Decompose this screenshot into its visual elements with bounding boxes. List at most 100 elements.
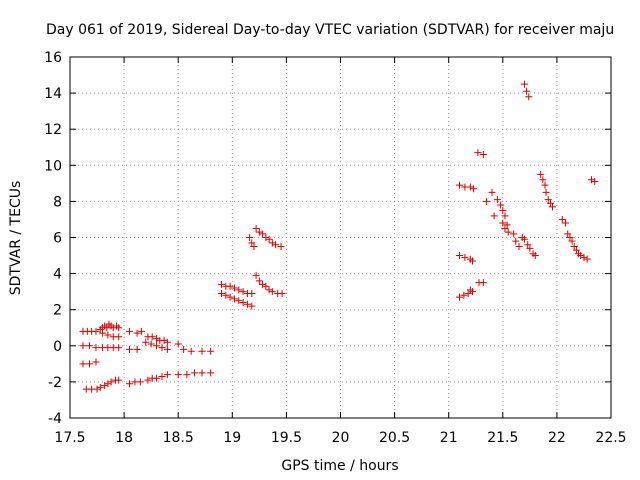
data-point bbox=[512, 237, 520, 245]
data-point bbox=[133, 345, 141, 353]
data-point bbox=[101, 382, 109, 390]
data-point bbox=[520, 80, 528, 88]
data-point bbox=[268, 239, 276, 247]
data-point bbox=[133, 329, 141, 337]
data-points bbox=[79, 80, 599, 393]
y-tick-label: -2 bbox=[48, 375, 62, 391]
data-point bbox=[198, 369, 206, 377]
data-point bbox=[98, 329, 106, 337]
data-point bbox=[250, 243, 258, 251]
data-point bbox=[243, 300, 251, 308]
data-point bbox=[262, 282, 270, 290]
data-point bbox=[526, 244, 534, 252]
data-point bbox=[103, 324, 111, 332]
y-tick-label: 12 bbox=[44, 122, 62, 138]
data-point bbox=[541, 181, 549, 189]
data-point bbox=[92, 358, 100, 366]
data-point bbox=[153, 335, 161, 343]
data-point bbox=[501, 212, 509, 220]
data-point bbox=[588, 176, 596, 184]
y-tick-label: 10 bbox=[44, 158, 62, 174]
data-point bbox=[144, 376, 152, 384]
data-point bbox=[272, 241, 280, 249]
data-point bbox=[85, 360, 93, 368]
x-tick-label: 18 bbox=[115, 430, 133, 446]
data-point bbox=[499, 219, 507, 227]
data-point bbox=[230, 295, 238, 303]
data-point bbox=[564, 230, 572, 238]
axis-ticks: 17.5 18 18.5 19 19.5 20 20.5 21 21.5 22 22.5 -4 -2 0 2… bbox=[44, 50, 626, 446]
data-point bbox=[153, 374, 161, 382]
data-point bbox=[580, 253, 588, 261]
data-point bbox=[248, 289, 256, 297]
data-point bbox=[524, 241, 532, 249]
data-point bbox=[510, 230, 518, 238]
data-point bbox=[460, 291, 468, 299]
x-axis-label: GPS time / hours bbox=[281, 458, 398, 474]
data-point bbox=[126, 380, 134, 388]
data-point bbox=[136, 378, 144, 386]
data-point bbox=[577, 252, 585, 260]
data-point bbox=[126, 345, 134, 353]
data-point bbox=[464, 289, 472, 297]
data-point bbox=[174, 340, 182, 348]
data-point bbox=[546, 199, 554, 207]
data-point bbox=[479, 150, 487, 158]
data-point bbox=[470, 185, 478, 193]
data-point bbox=[549, 203, 557, 211]
data-point bbox=[490, 212, 498, 220]
data-point bbox=[252, 224, 260, 232]
data-point bbox=[142, 338, 150, 346]
data-point bbox=[591, 178, 599, 186]
data-point bbox=[466, 286, 474, 294]
grid bbox=[70, 57, 611, 418]
data-point bbox=[230, 284, 238, 292]
data-point bbox=[537, 170, 545, 178]
data-point bbox=[198, 347, 206, 355]
data-point bbox=[583, 255, 591, 263]
data-point bbox=[85, 342, 93, 350]
data-point bbox=[163, 371, 171, 379]
data-point bbox=[126, 327, 134, 335]
data-point bbox=[115, 376, 123, 384]
data-point bbox=[531, 252, 539, 260]
data-point bbox=[483, 197, 491, 205]
data-point bbox=[265, 235, 273, 243]
y-axis-label: SDTVAR / TECUs bbox=[8, 181, 24, 296]
data-point bbox=[503, 221, 511, 229]
data-point bbox=[259, 280, 267, 288]
data-point bbox=[501, 224, 509, 232]
data-point bbox=[504, 228, 512, 236]
data-point bbox=[115, 344, 123, 352]
y-tick-label: 14 bbox=[44, 86, 62, 102]
data-point bbox=[520, 235, 528, 243]
x-tick-label: 19 bbox=[223, 430, 241, 446]
y-tick-label: 0 bbox=[53, 339, 62, 355]
data-point bbox=[235, 297, 243, 305]
data-point bbox=[568, 237, 576, 245]
data-point bbox=[115, 324, 123, 332]
x-tick-label: 21 bbox=[440, 430, 458, 446]
data-point bbox=[217, 289, 225, 297]
data-point bbox=[96, 383, 104, 391]
data-point bbox=[104, 380, 112, 388]
data-point bbox=[148, 333, 156, 341]
x-tick-label: 17.5 bbox=[54, 430, 85, 446]
data-point bbox=[461, 253, 469, 261]
data-point bbox=[268, 288, 276, 296]
data-point bbox=[278, 289, 286, 297]
y-tick-label: 2 bbox=[53, 303, 62, 319]
data-point bbox=[265, 286, 273, 294]
data-point bbox=[544, 196, 552, 204]
y-tick-label: -4 bbox=[48, 411, 62, 427]
y-tick-label: 6 bbox=[53, 231, 62, 247]
data-point bbox=[255, 228, 263, 236]
data-point bbox=[259, 230, 267, 238]
data-point bbox=[570, 243, 578, 251]
data-point bbox=[92, 344, 100, 352]
data-point bbox=[183, 371, 191, 379]
data-point bbox=[207, 347, 215, 355]
y-tick-label: 16 bbox=[44, 50, 62, 66]
